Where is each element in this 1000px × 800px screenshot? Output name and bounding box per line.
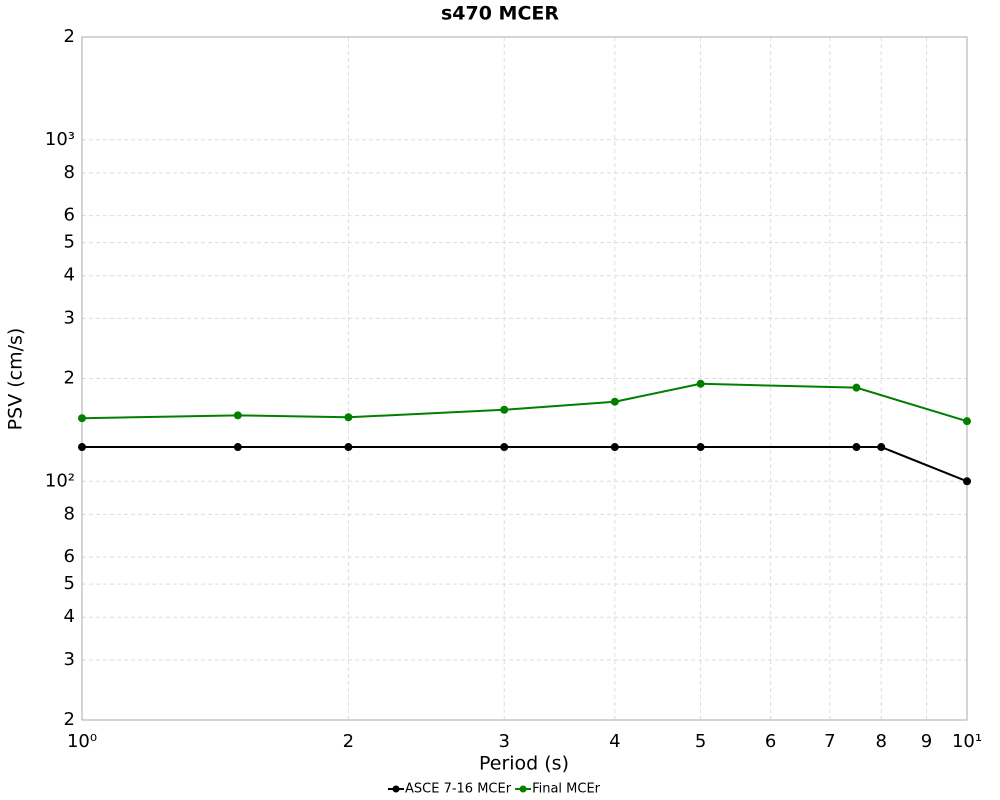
x-tick-label: 10¹	[952, 731, 982, 752]
data-point	[344, 413, 353, 422]
y-tick-label: 5	[64, 232, 75, 253]
data-point	[78, 414, 86, 423]
data-point	[963, 417, 971, 426]
data-point	[852, 443, 861, 452]
data-point	[610, 443, 619, 452]
y-tick-label: 4	[64, 606, 75, 627]
x-tick-label: 2	[343, 731, 354, 752]
y-tick-label: 2	[64, 26, 75, 47]
y-tick-label: 2	[64, 709, 75, 730]
x-tick-label: 5	[695, 731, 706, 752]
y-tick-label: 8	[64, 503, 75, 524]
data-point	[610, 397, 619, 406]
data-point	[233, 443, 242, 452]
legend-label: Final MCEr	[532, 782, 601, 797]
y-tick-label: 3	[64, 307, 75, 328]
data-point	[344, 443, 353, 452]
data-point	[500, 443, 509, 452]
data-point	[500, 405, 509, 414]
y-tick-label: 4	[64, 265, 75, 286]
data-point	[852, 383, 861, 392]
x-tick-label: 4	[609, 731, 620, 752]
data-point	[696, 443, 705, 452]
data-point	[78, 443, 86, 452]
x-axis-label: Period (s)	[479, 753, 569, 775]
x-tick-label: 9	[921, 731, 932, 752]
legend-label: ASCE 7-16 MCEr	[405, 782, 512, 797]
data-point	[696, 379, 705, 388]
x-tick-label: 8	[876, 731, 887, 752]
x-tick-label: 7	[824, 731, 835, 752]
chart-title: s470 MCER	[441, 3, 559, 25]
y-tick-label: 10³	[45, 129, 75, 150]
y-tick-label: 6	[64, 546, 75, 567]
y-tick-label: 6	[64, 205, 75, 226]
data-point	[877, 443, 886, 452]
data-point	[963, 477, 971, 486]
y-tick-label: 5	[64, 573, 75, 594]
y-tick-label: 2	[64, 368, 75, 389]
x-tick-label: 6	[765, 731, 776, 752]
x-tick-label: 10⁰	[67, 731, 97, 752]
legend-marker	[392, 785, 400, 793]
plot-frame	[81, 36, 968, 721]
y-axis-label: PSV (cm/s)	[5, 328, 27, 431]
x-tick-label: 3	[499, 731, 510, 752]
legend-marker	[519, 785, 527, 793]
y-tick-label: 8	[64, 162, 75, 183]
series-line	[81, 382, 968, 423]
y-tick-label: 10²	[45, 470, 75, 491]
data-point	[233, 411, 242, 420]
y-tick-label: 3	[64, 649, 75, 670]
